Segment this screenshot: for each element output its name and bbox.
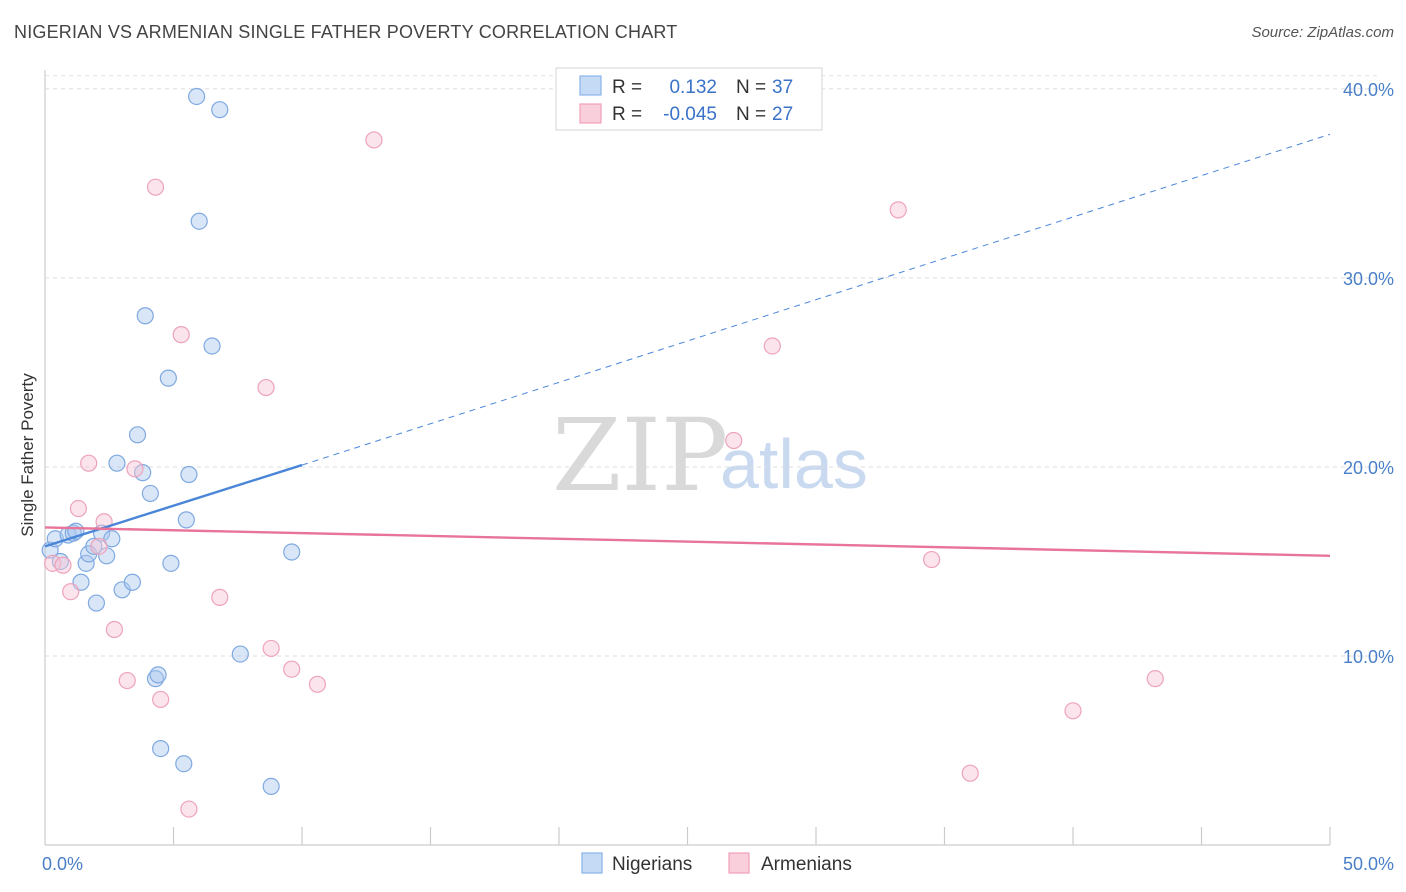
armenian-point (172, 326, 190, 344)
gridlines (45, 75, 1380, 657)
nigerian-point (203, 337, 221, 355)
y-tick-label: 30.0% (1343, 269, 1394, 289)
y-tick-label: 10.0% (1343, 647, 1394, 667)
armenian-point (1146, 670, 1164, 688)
legend-n-value-2: 27 (772, 104, 793, 125)
legend-n-label-2: N = (736, 104, 766, 125)
armenian-point (262, 639, 280, 658)
legend-r-label-2: R = (612, 104, 642, 125)
legend-r-label-1: R = (612, 77, 642, 98)
armenian-point (44, 554, 62, 572)
armenian-point (180, 800, 198, 818)
legend-swatch-nigerians (579, 75, 602, 96)
legend-n-label-1: N = (736, 77, 766, 98)
nigerian-trend-solid (44, 463, 303, 548)
nigerian-point (211, 101, 229, 119)
watermark-atlas: atlas (720, 425, 868, 503)
legend-swatch-armenians (579, 103, 602, 124)
nigerian-point (262, 777, 280, 796)
armenian-point (365, 131, 383, 149)
nigerian-point (108, 454, 126, 472)
legend-n-value-1: 37 (772, 77, 793, 98)
nigerian-point (128, 426, 147, 444)
x-tick-label-max: 50.0% (1343, 854, 1394, 874)
nigerian-point (149, 666, 167, 684)
nigerian-point (188, 87, 206, 106)
series-legend: Nigerians Armenians (581, 852, 852, 875)
armenian-point (118, 671, 136, 690)
chart-title: NIGERIAN VS ARMENIAN SINGLE FATHER POVER… (14, 22, 678, 42)
nigerian-point (177, 511, 195, 529)
nigerian-point (152, 739, 170, 758)
x-tick-label-min: 0.0% (42, 854, 83, 874)
nigerian-point (85, 537, 103, 555)
armenian-trend (44, 526, 1331, 557)
armenian-point (54, 556, 72, 574)
series-label-armenians: Armenians (761, 854, 852, 875)
series-label-nigerians: Nigerians (612, 854, 692, 875)
armenian-point (90, 537, 108, 555)
nigerian-point (175, 755, 193, 773)
armenian-point (126, 460, 144, 478)
nigerian-point (190, 212, 208, 230)
armenian-point (152, 690, 170, 709)
armenian-point (283, 660, 301, 678)
armenian-point (889, 201, 907, 219)
armenian-point (105, 620, 123, 639)
nigerian-point (103, 530, 121, 548)
armenian-point (69, 499, 88, 518)
legend-r-value-1: 0.132 (669, 77, 717, 98)
correlation-legend: R = 0.132 N = 37 R = -0.045 N = 27 (555, 67, 823, 131)
y-tick-label: 20.0% (1343, 458, 1394, 478)
y-tick-labels: 10.0% 20.0% 30.0% 40.0% (1343, 80, 1394, 667)
data-points (41, 87, 1164, 818)
nigerian-point (87, 594, 106, 612)
nigerian-point (180, 465, 198, 484)
armenian-point (961, 764, 979, 782)
x-axis-ticks (172, 827, 1331, 845)
armenian-point (211, 588, 229, 606)
nigerian-point (141, 484, 159, 503)
armenian-point (923, 550, 941, 569)
nigerian-point (136, 307, 154, 325)
series-swatch-armenians (728, 852, 750, 874)
armenian-point (308, 675, 327, 693)
armenian-point (725, 431, 743, 450)
y-axis-label: Single Father Poverty (18, 373, 37, 537)
armenian-point (146, 178, 165, 196)
y-tick-label: 40.0% (1343, 80, 1394, 100)
armenian-point (257, 378, 275, 397)
source-credit: Source: ZipAtlas.com (1251, 24, 1394, 41)
nigerian-point (123, 573, 141, 591)
nigerian-point (231, 645, 249, 663)
nigerian-point (159, 369, 177, 387)
watermark: ZIP atlas (552, 397, 868, 514)
trend-lines (44, 133, 1331, 557)
armenian-point (80, 454, 98, 472)
series-swatch-nigerians (581, 852, 603, 874)
nigerian-point (283, 543, 301, 561)
nigerian-trend-dashed (301, 133, 1331, 466)
armenian-point (763, 337, 781, 355)
legend-r-value-2: -0.045 (663, 104, 717, 125)
nigerian-point (162, 554, 180, 572)
watermark-zip: ZIP (552, 397, 728, 514)
armenian-point (1064, 702, 1082, 720)
armenian-point (62, 583, 80, 601)
